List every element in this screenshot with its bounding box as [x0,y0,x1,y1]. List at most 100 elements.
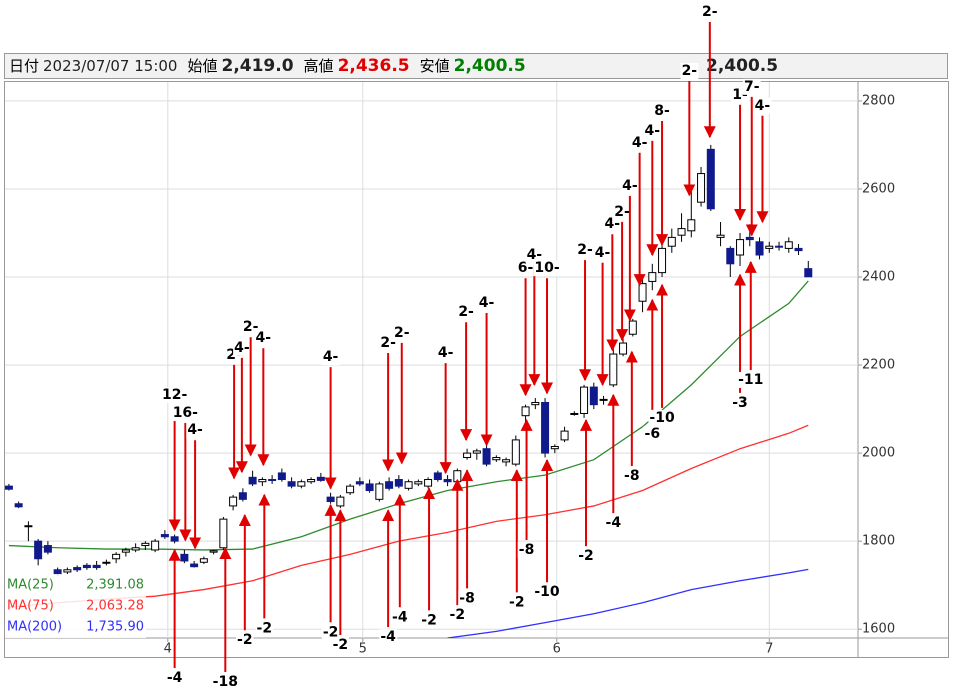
annotation-label: 4- [527,247,543,263]
annotation-bg [517,541,536,558]
candle-body [745,236,754,241]
annotation-bg [576,242,594,259]
annotation-label: 4- [234,340,250,356]
annotation-bg [643,426,662,443]
annotation-label: -6 [645,426,661,442]
header-bar: 日付 2023/07/07 15:00 始値 2,419.0 高値 2,436.5 安値 2,… [4,53,948,79]
candle-body [706,148,715,210]
legend-box [5,574,146,638]
candle-body [765,245,774,249]
candle-body [424,479,433,487]
candle-body [375,483,384,500]
annotation-bg [621,177,639,194]
annotation-bg [379,629,398,646]
candle-body [102,561,111,564]
candle-body [277,472,286,481]
annotation-label: -4 [380,629,396,645]
annotation-label: 16- [173,405,198,421]
annotation-bg [604,515,623,532]
candle-body [151,540,160,551]
annotation-bg [255,620,274,637]
annotation-bg [457,304,476,321]
candle-body [82,564,91,569]
ma-line [8,424,809,608]
candle-body [92,564,101,569]
candle-body [784,241,793,249]
candle-body [199,558,208,563]
annotation-bg [211,674,239,691]
annotation-bg [593,244,612,261]
annotation-bg [603,216,622,233]
legend: MA(25) 2,391.08 MA(75) 2,063.28 MA(200) 1,735… [5,574,146,638]
annotation-label: -2 [257,620,273,636]
candle-body [492,457,501,461]
candle-body [43,545,52,553]
legend-value: 2,391.08 [86,578,144,593]
annotation-bg [160,386,189,403]
candle-body [570,412,579,415]
candle-body [433,472,442,481]
plot-frame [4,81,949,658]
candle-body [229,496,238,507]
annotation-label: -10 [534,584,560,600]
annotation-label: -11 [738,372,763,388]
annotation-bg [731,394,749,411]
header-label: 始値 [187,57,218,75]
x-tick-label: 7 [765,642,773,657]
annotation-label: -2 [237,632,253,648]
annotation-bg [477,294,496,311]
annotation-bg [508,594,526,611]
annotation-bg [643,122,662,139]
annotation-bg [742,78,761,95]
candle-body [443,479,452,483]
annotation-label: 4- [645,123,661,139]
candle-body [385,481,394,489]
annotation-label: -4 [392,609,408,625]
annotation-label: 4- [187,422,203,438]
annotation-bg [233,339,251,356]
annotation-label: -3 [732,395,748,411]
candle-body [414,481,423,485]
candle-body [34,540,43,560]
x-tick-label: 4 [164,642,172,657]
candle-body [775,245,784,248]
candle-body [365,483,374,492]
candle-body [141,542,150,547]
header-value: 2,436.5 [337,56,410,76]
candle-body [580,386,589,414]
annotation-bg [331,637,350,654]
annotation-label: -8 [624,468,640,484]
annotation-bg [171,405,200,422]
y-tick-label: 2400 [862,270,895,285]
candle-body [541,401,550,454]
annotation-bg [392,324,411,341]
annotation-label: 2- [458,304,474,320]
candle-body [287,481,296,487]
annotation-bg [379,335,398,352]
annotation-bg [525,247,544,264]
candle-body [238,492,247,500]
candle-body [560,430,569,441]
annotation-bg [516,260,535,277]
candle-body [648,272,657,282]
candle-body [687,219,696,232]
header-label: 安値 [419,57,450,75]
candle-body [550,446,559,450]
candle-body [248,476,257,485]
candle-body [755,241,764,256]
legend-name: MA(25) [7,578,54,593]
annotation-bg [653,103,672,120]
candle-body [463,452,472,459]
annotation-label: 4- [595,245,611,261]
annotation-bg [321,349,340,366]
annotation-label: 6- [518,260,534,276]
candle-body [53,569,62,575]
candle-body [346,485,355,494]
header-right-value: 2,400.5 [706,56,779,76]
candle-body [502,459,511,463]
annotation-bg [391,609,409,626]
candle-body [63,569,72,573]
ma-line [447,568,809,638]
candle-body [404,481,413,489]
annotation-bg [533,584,561,601]
